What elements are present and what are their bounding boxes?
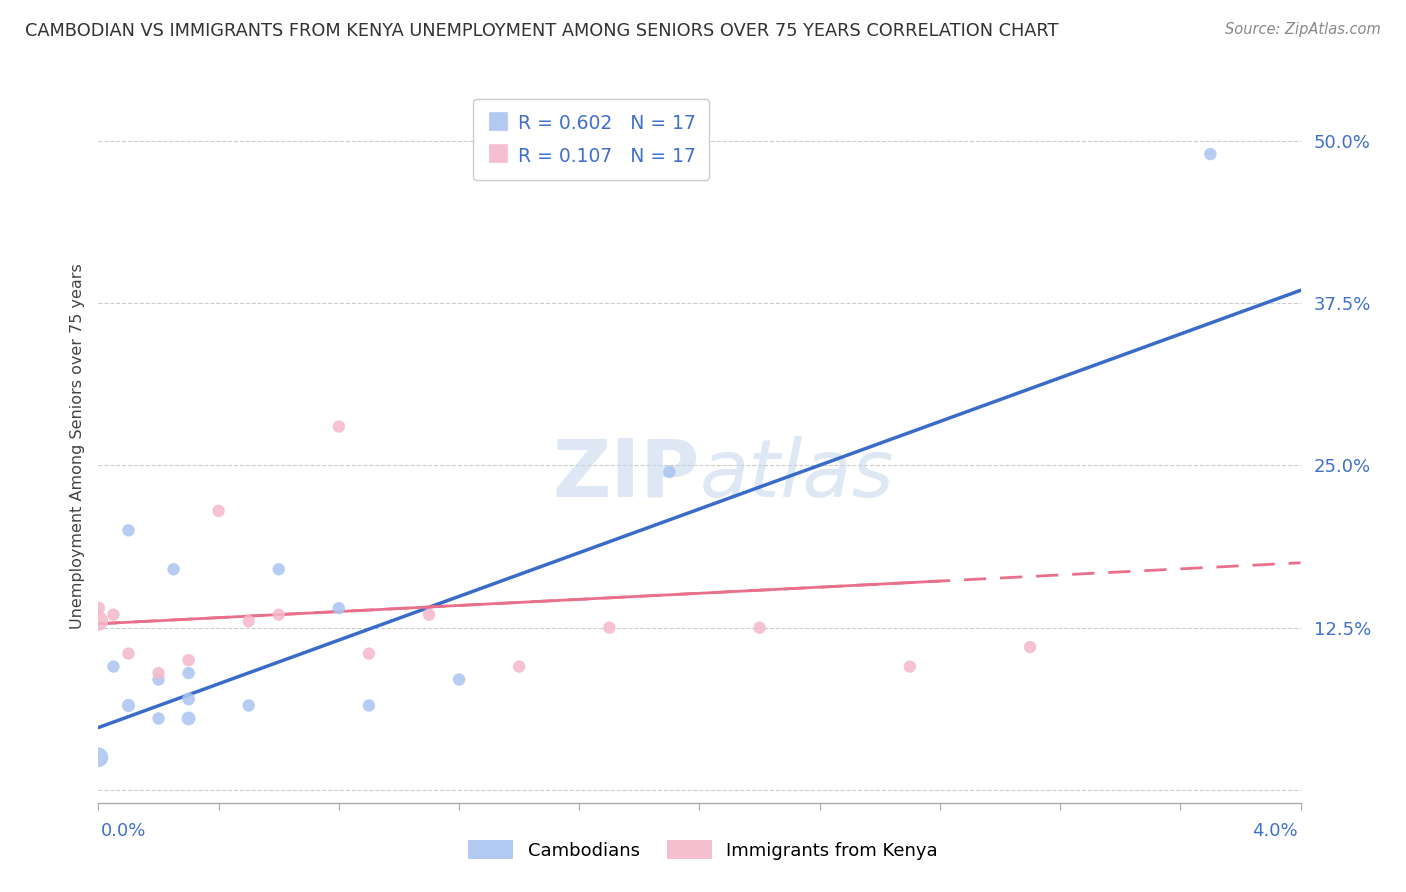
Point (103, 659, 125, 673)
Point (117, 524, 139, 538)
Legend: Cambodians, Immigrants from Kenya: Cambodians, Immigrants from Kenya (461, 833, 945, 867)
Point (238, 698, 260, 713)
Point (447, 673, 470, 687)
Point (148, 673, 170, 687)
Point (238, 614, 260, 628)
Point (418, 607, 440, 622)
Point (1019, 640, 1042, 654)
Point (87, 750, 110, 764)
Text: CAMBODIAN VS IMMIGRANTS FROM KENYA UNEMPLOYMENT AMONG SENIORS OVER 75 YEARS CORR: CAMBODIAN VS IMMIGRANTS FROM KENYA UNEMP… (25, 22, 1059, 40)
Point (177, 711, 200, 725)
Point (357, 647, 380, 661)
Text: Source: ZipAtlas.com: Source: ZipAtlas.com (1225, 22, 1381, 37)
Point (328, 601, 350, 615)
Point (87, 601, 110, 615)
Point (508, 659, 530, 673)
Text: atlas: atlas (699, 435, 894, 514)
Point (598, 621, 620, 635)
Point (328, 419, 350, 434)
Text: 0.0%: 0.0% (101, 822, 146, 839)
Point (117, 698, 139, 713)
Point (177, 653, 200, 667)
Point (177, 692, 200, 706)
Point (748, 621, 770, 635)
Point (267, 607, 290, 622)
Point (177, 666, 200, 681)
Point (148, 711, 170, 725)
Y-axis label: Unemployment Among Seniors over 75 years: Unemployment Among Seniors over 75 years (69, 263, 84, 629)
Point (162, 562, 184, 576)
Legend: R = 0.602   N = 17, R = 0.107   N = 17: R = 0.602 N = 17, R = 0.107 N = 17 (474, 99, 709, 180)
Point (357, 698, 380, 713)
Point (1199, 147, 1222, 161)
Point (103, 607, 125, 622)
Point (208, 504, 231, 518)
Point (267, 562, 290, 576)
Text: 4.0%: 4.0% (1253, 822, 1298, 839)
Point (658, 465, 681, 479)
Text: ZIP: ZIP (553, 435, 699, 514)
Point (117, 647, 139, 661)
Point (87, 614, 110, 628)
Point (898, 659, 921, 673)
Point (148, 666, 170, 681)
